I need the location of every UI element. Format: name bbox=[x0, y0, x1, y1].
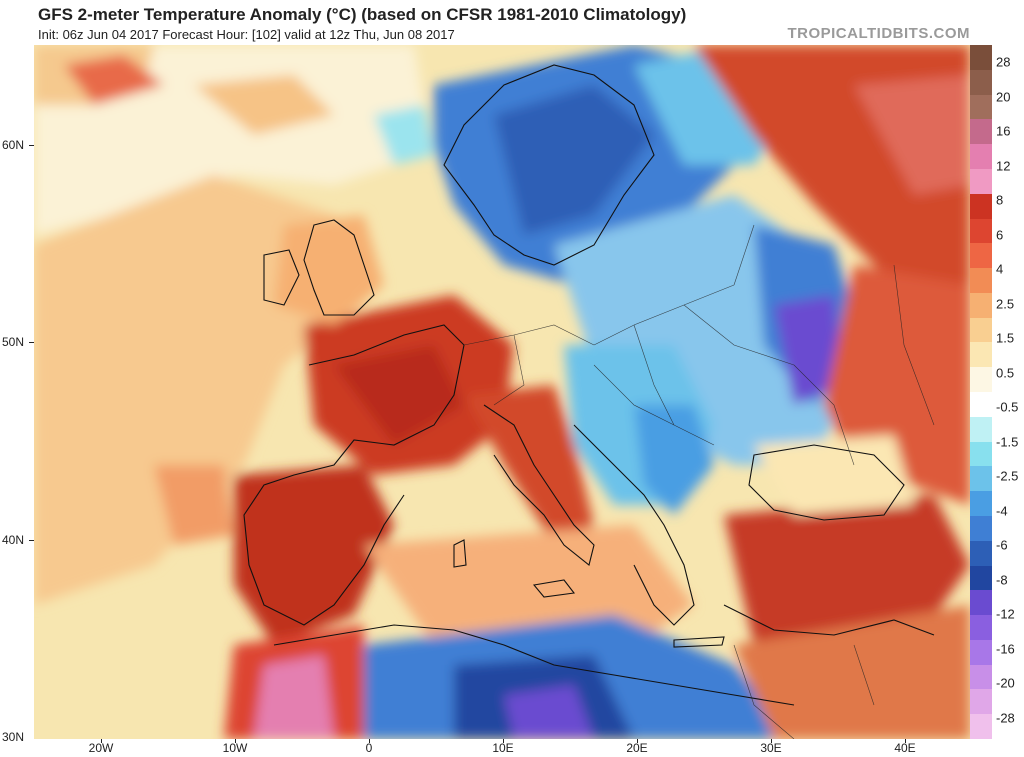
lon-tick bbox=[235, 739, 236, 743]
lon-label-40e: 40E bbox=[894, 741, 916, 755]
lon-label-10e: 10E bbox=[492, 741, 514, 755]
colorbar-label: 4 bbox=[996, 261, 1004, 277]
colorbar-cell bbox=[970, 392, 992, 418]
colorbar-label: 1.5 bbox=[996, 330, 1015, 346]
colorbar-cell bbox=[970, 168, 992, 195]
colorbar-cell bbox=[970, 243, 992, 269]
colorbar-label: -0.5 bbox=[996, 399, 1019, 415]
colorbar-label: -2.5 bbox=[996, 468, 1019, 484]
lat-tick bbox=[29, 540, 34, 541]
colorbar-label: 6 bbox=[996, 227, 1004, 243]
colorbar-label: 28 bbox=[996, 54, 1011, 70]
colorbar-label: 8 bbox=[996, 192, 1004, 208]
colorbar-cell bbox=[970, 664, 992, 690]
lon-tick bbox=[101, 739, 102, 743]
lat-label-60n: 60N bbox=[2, 138, 25, 152]
colorbar-cell bbox=[970, 515, 992, 542]
anomaly-map bbox=[34, 45, 970, 739]
lon-tick bbox=[905, 739, 906, 743]
lon-tick bbox=[369, 739, 370, 743]
colorbar-cell bbox=[970, 590, 992, 616]
colorbar-cell bbox=[970, 416, 992, 443]
colorbar-label: -8 bbox=[996, 572, 1008, 588]
colorbar-cell bbox=[970, 119, 992, 145]
lon-tick bbox=[637, 739, 638, 743]
map-title: GFS 2-meter Temperature Anomaly (°C) (ba… bbox=[38, 5, 687, 24]
colorbar-cell bbox=[970, 565, 992, 591]
map-subtitle: Init: 06z Jun 04 2017 Forecast Hour: [10… bbox=[38, 27, 455, 42]
colorbar-label: -1.5 bbox=[996, 434, 1019, 450]
lat-label-30n: 30N bbox=[2, 730, 25, 744]
lon-label-20e: 20E bbox=[626, 741, 648, 755]
lon-label-30e: 30E bbox=[760, 741, 782, 755]
colorbar-cell bbox=[970, 540, 992, 566]
colorbar-cell bbox=[970, 45, 992, 71]
lat-label-40n: 40N bbox=[2, 533, 25, 547]
colorbar-label: -6 bbox=[996, 537, 1008, 553]
colorbar-label: -4 bbox=[996, 503, 1008, 519]
colorbar-cell bbox=[970, 367, 992, 393]
colorbar-label: -16 bbox=[996, 641, 1015, 657]
colorbar-label: 20 bbox=[996, 89, 1011, 105]
colorbar-label: 2.5 bbox=[996, 296, 1015, 312]
colorbar-cell bbox=[970, 342, 992, 368]
colorbar-cell bbox=[970, 466, 992, 492]
lon-label-0: 0 bbox=[365, 741, 373, 755]
colorbar-cell bbox=[970, 317, 992, 343]
colorbar-label: -12 bbox=[996, 606, 1015, 622]
lon-label-20w: 20W bbox=[88, 741, 114, 755]
lat-tick bbox=[29, 145, 34, 146]
colorbar-cell bbox=[970, 94, 992, 120]
colorbar-cell bbox=[970, 144, 992, 170]
colorbar-cell bbox=[970, 268, 992, 294]
colorbar-cell bbox=[970, 218, 992, 244]
colorbar bbox=[970, 45, 992, 740]
colorbar-cell bbox=[970, 292, 992, 319]
colorbar-cell bbox=[970, 689, 992, 715]
colorbar-label: -20 bbox=[996, 675, 1015, 691]
colorbar-label: 16 bbox=[996, 123, 1011, 139]
colorbar-cell bbox=[970, 714, 992, 740]
colorbar-cell bbox=[970, 193, 992, 219]
colorbar-cell bbox=[970, 491, 992, 517]
lon-tick bbox=[503, 739, 504, 743]
colorbar-label: -28 bbox=[996, 710, 1015, 726]
colorbar-label: 12 bbox=[996, 158, 1011, 174]
colorbar-label: 0.5 bbox=[996, 365, 1015, 381]
brand-watermark: TROPICALTIDBITS.COM bbox=[787, 25, 970, 42]
colorbar-cell bbox=[970, 615, 992, 641]
lat-label-50n: 50N bbox=[2, 335, 25, 349]
lon-label-10w: 10W bbox=[222, 741, 248, 755]
colorbar-cell bbox=[970, 69, 992, 96]
anomaly-map-svg bbox=[34, 45, 970, 739]
colorbar-cell bbox=[970, 441, 992, 467]
lat-tick bbox=[29, 342, 34, 343]
colorbar-cell bbox=[970, 639, 992, 666]
lon-tick bbox=[771, 739, 772, 743]
